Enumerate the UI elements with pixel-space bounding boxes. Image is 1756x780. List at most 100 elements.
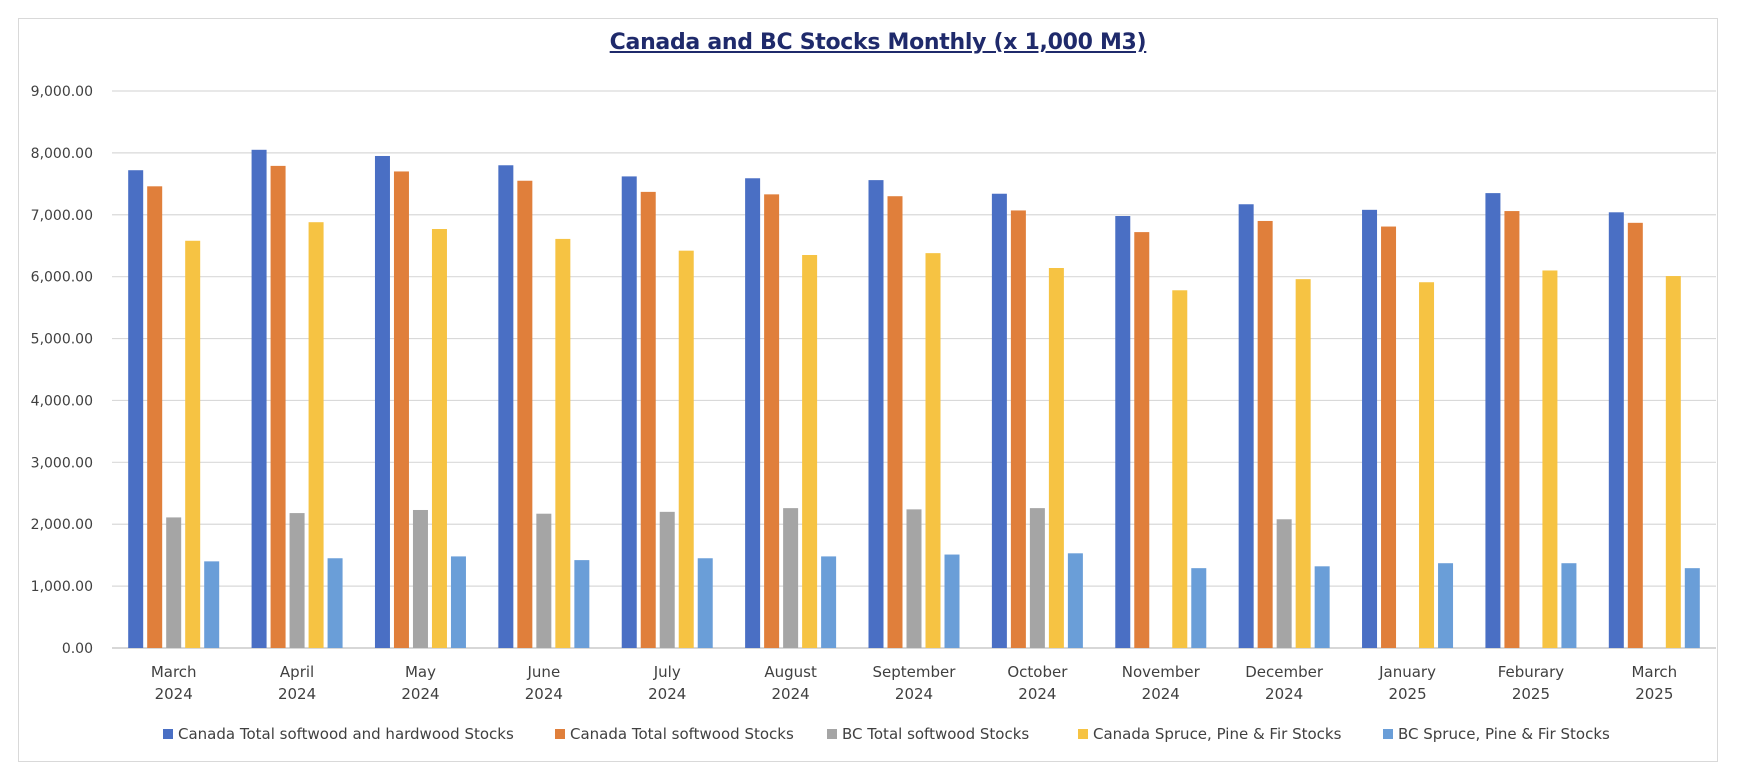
bar-canada-spruce-pine-fir-stocks-4 [678, 250, 694, 648]
y-tick-label: 1,000.00 [31, 579, 93, 595]
bar-canada-total-softwood-stocks-11 [1504, 211, 1520, 648]
bar-bc-spruce-pine-fir-stocks-8 [1191, 568, 1207, 648]
bars [128, 149, 1700, 649]
bar-canada-spruce-pine-fir-stocks-5 [802, 255, 818, 648]
chart-title: Canada and BC Stocks Monthly (x 1,000 M3… [609, 30, 1147, 55]
bar-canada-total-softwood-stocks-6 [887, 196, 903, 648]
legend-swatch [163, 729, 173, 739]
x-category-year: 2025 [1635, 685, 1673, 703]
bar-bc-spruce-pine-fir-stocks-5 [821, 556, 837, 648]
bar-bc-total-softwood-stocks-7 [1029, 508, 1045, 648]
bar-canada-total-softwood-stocks-0 [147, 186, 163, 648]
bar-bc-spruce-pine-fir-stocks-0 [204, 561, 220, 648]
bar-canada-total-softwood-stocks-9 [1257, 220, 1273, 648]
bar-bc-total-softwood-stocks-4 [659, 511, 675, 648]
bar-canada-spruce-pine-fir-stocks-8 [1172, 290, 1188, 648]
x-category-month: October [1007, 663, 1068, 681]
x-category-year: 2024 [772, 685, 810, 703]
x-category-year: 2024 [895, 685, 933, 703]
x-category-month: May [405, 663, 436, 681]
legend-label: BC Spruce, Pine & Fir Stocks [1398, 725, 1610, 743]
x-axis-categories: March 2024 April 2024 May 2024 June 2024 July 202… [151, 663, 1677, 703]
bar-canada-total-softwood-stocks-2 [393, 171, 409, 648]
bar-canada-spruce-pine-fir-stocks-10 [1419, 282, 1435, 648]
y-tick-label: 3,000.00 [31, 455, 93, 471]
legend-label: Canada Total softwood Stocks [570, 725, 794, 743]
x-category-month: December [1245, 663, 1324, 681]
bar-canada-total-softwood-stocks-1 [270, 165, 286, 648]
legend-swatch [555, 729, 565, 739]
bar-bc-spruce-pine-fir-stocks-11 [1561, 563, 1577, 648]
legend: Canada Total softwood and hardwood Stock… [163, 725, 1610, 743]
x-category-month: July [653, 663, 681, 681]
bar-canada-total-softwood-and-hardwood-stocks-8 [1115, 216, 1131, 648]
bar-canada-total-softwood-and-hardwood-stocks-0 [128, 170, 144, 648]
bar-canada-spruce-pine-fir-stocks-3 [555, 238, 571, 649]
bar-bc-total-softwood-stocks-9 [1276, 519, 1292, 648]
y-tick-label: 8,000.00 [31, 146, 93, 162]
x-category-year: 2024 [648, 685, 686, 703]
y-tick-label: 0.00 [62, 641, 93, 657]
x-category-month: August [764, 663, 817, 681]
y-tick-label: 5,000.00 [31, 332, 93, 348]
bar-bc-spruce-pine-fir-stocks-2 [450, 556, 466, 648]
bar-canada-total-softwood-stocks-5 [764, 194, 780, 649]
bar-canada-total-softwood-and-hardwood-stocks-12 [1608, 212, 1624, 648]
bar-canada-total-softwood-and-hardwood-stocks-11 [1485, 193, 1501, 648]
bar-canada-total-softwood-and-hardwood-stocks-9 [1238, 204, 1254, 649]
bar-canada-total-softwood-and-hardwood-stocks-10 [1362, 209, 1378, 648]
x-category-year: 2025 [1388, 685, 1426, 703]
legend-swatch [1383, 729, 1393, 739]
bar-canada-total-softwood-and-hardwood-stocks-6 [868, 180, 884, 648]
bar-bc-spruce-pine-fir-stocks-1 [327, 558, 343, 648]
bar-bc-total-softwood-stocks-2 [412, 509, 428, 648]
legend-swatch [1078, 729, 1088, 739]
bar-canada-total-softwood-and-hardwood-stocks-1 [251, 149, 267, 649]
bar-canada-total-softwood-stocks-3 [517, 180, 533, 648]
bar-canada-total-softwood-and-hardwood-stocks-2 [374, 155, 390, 648]
bar-canada-total-softwood-and-hardwood-stocks-3 [498, 165, 514, 648]
x-category-year: 2024 [278, 685, 316, 703]
bar-canada-spruce-pine-fir-stocks-6 [925, 253, 941, 648]
y-tick-label: 6,000.00 [31, 270, 93, 286]
y-tick-label: 2,000.00 [31, 517, 93, 533]
bar-canada-spruce-pine-fir-stocks-1 [308, 222, 324, 648]
legend-label: BC Total softwood Stocks [842, 725, 1029, 743]
bar-canada-total-softwood-stocks-4 [640, 191, 656, 648]
x-category-month: March [1631, 663, 1677, 681]
bar-canada-total-softwood-and-hardwood-stocks-7 [991, 193, 1007, 649]
bar-bc-total-softwood-stocks-5 [783, 508, 799, 648]
x-category-year: 2024 [525, 685, 563, 703]
bar-bc-spruce-pine-fir-stocks-4 [697, 558, 713, 648]
bar-bc-spruce-pine-fir-stocks-12 [1684, 568, 1700, 648]
bar-bc-total-softwood-stocks-1 [289, 513, 305, 648]
y-axis-ticks: 0.00 1,000.00 2,000.00 3,000.00 4,000.00 5,00… [31, 84, 93, 657]
legend-label: Canada Spruce, Pine & Fir Stocks [1093, 725, 1342, 743]
bar-canada-total-softwood-stocks-10 [1381, 226, 1397, 648]
x-category-month: June [527, 663, 561, 681]
bar-canada-spruce-pine-fir-stocks-2 [431, 229, 447, 649]
bar-canada-total-softwood-stocks-12 [1627, 222, 1643, 648]
bar-canada-spruce-pine-fir-stocks-12 [1665, 276, 1681, 648]
bar-canada-total-softwood-stocks-7 [1010, 210, 1026, 648]
x-category-year: 2024 [1142, 685, 1180, 703]
y-tick-label: 7,000.00 [31, 208, 93, 224]
x-category-year: 2024 [1018, 685, 1056, 703]
bar-canada-total-softwood-and-hardwood-stocks-5 [745, 178, 761, 648]
bar-bc-total-softwood-stocks-6 [906, 509, 922, 648]
bar-bc-total-softwood-stocks-0 [166, 517, 182, 648]
bar-bc-spruce-pine-fir-stocks-3 [574, 560, 590, 648]
bar-canada-total-softwood-stocks-8 [1134, 232, 1150, 648]
y-tick-label: 4,000.00 [31, 393, 93, 409]
x-category-year: 2025 [1512, 685, 1550, 703]
x-category-year: 2024 [1265, 685, 1303, 703]
y-tick-label: 9,000.00 [31, 84, 93, 100]
x-category-month: March [151, 663, 197, 681]
bar-bc-total-softwood-stocks-3 [536, 513, 552, 648]
x-category-month: Feburary [1498, 663, 1565, 681]
x-category-month: April [280, 663, 314, 681]
bar-bc-spruce-pine-fir-stocks-10 [1438, 563, 1454, 648]
bar-bc-spruce-pine-fir-stocks-6 [944, 554, 960, 648]
bar-canada-spruce-pine-fir-stocks-9 [1295, 279, 1311, 648]
